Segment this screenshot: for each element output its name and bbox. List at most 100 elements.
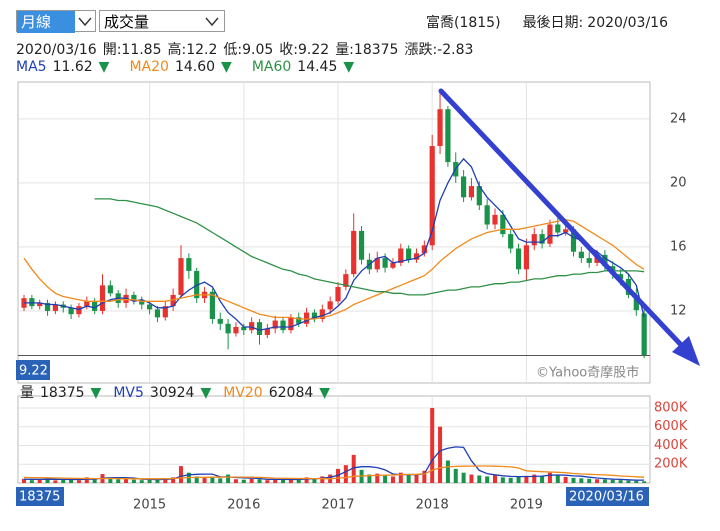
volume-bar xyxy=(430,407,435,483)
legend-value: 11.62 xyxy=(52,59,93,75)
last-price: 9.22 xyxy=(19,364,48,379)
period-value: 月線 xyxy=(17,11,75,33)
candle-body xyxy=(531,234,537,246)
v-tick-label: 200K xyxy=(654,457,688,472)
volume-bar xyxy=(461,472,466,483)
candle-body xyxy=(280,320,286,331)
volume-bar xyxy=(508,477,513,483)
candle-body xyxy=(351,230,357,275)
volume-bar xyxy=(76,480,81,483)
volume-bar xyxy=(22,478,26,483)
volume-bar xyxy=(540,476,545,483)
indicator-value: 成交量 xyxy=(104,13,150,31)
legend-name: MA20 xyxy=(129,59,169,75)
candle-body xyxy=(335,286,341,302)
legend-value: 14.45 xyxy=(297,59,338,75)
volume-bar xyxy=(320,476,325,483)
volume-bar xyxy=(375,473,380,483)
candle-body xyxy=(515,248,522,270)
candle-body xyxy=(319,309,325,319)
candle-body xyxy=(343,274,349,287)
last-volume-box xyxy=(16,487,64,506)
change: -2.83 xyxy=(437,42,474,58)
candle-body xyxy=(413,253,420,260)
volume-bar xyxy=(587,478,592,483)
candle-body xyxy=(586,258,592,263)
volume-bar xyxy=(249,478,254,483)
ma-line xyxy=(23,219,645,320)
indicator-select[interactable]: 成交量 xyxy=(99,10,225,32)
x-tick-label: 2017 xyxy=(321,498,354,513)
candle-body xyxy=(170,294,176,307)
volume-legend: 量 18375 ▼ MV5 30924 ▼ MV20 62084 ▼ xyxy=(20,385,330,401)
volume-bar xyxy=(108,478,113,483)
period-select[interactable]: 月線 xyxy=(16,10,96,33)
candle-body xyxy=(304,312,310,324)
volume-bar xyxy=(524,475,529,483)
candle-body xyxy=(52,304,58,311)
volume-bar xyxy=(563,476,568,483)
open: 11.85 xyxy=(121,42,162,58)
volume-bar xyxy=(53,480,58,483)
volume-bar xyxy=(296,479,301,483)
candle-body xyxy=(555,224,561,233)
volume-bar xyxy=(124,478,129,483)
legend-trend: ▼ xyxy=(221,59,232,75)
candle-body xyxy=(374,258,380,270)
ma-line xyxy=(94,198,645,296)
candle-body xyxy=(437,109,443,147)
volume-ma-line xyxy=(23,446,645,481)
v-tick-label: 600K xyxy=(654,419,688,434)
legend-name: MA5 xyxy=(16,59,47,75)
x-tick-label: 2019 xyxy=(510,498,543,513)
volume-bar xyxy=(171,477,176,483)
volume-bar xyxy=(602,479,607,483)
candle-body xyxy=(21,298,27,308)
volume-bar xyxy=(453,468,458,483)
candle-body xyxy=(296,317,302,324)
legend-trend: ▼ xyxy=(319,385,330,401)
candle-body xyxy=(60,304,66,308)
volume-bar xyxy=(618,480,623,483)
volume-bar xyxy=(422,470,427,483)
volume-bar xyxy=(500,477,505,483)
low-label: 低: xyxy=(223,42,243,58)
candle-body xyxy=(445,109,451,163)
legend-value: 14.60 xyxy=(174,59,216,75)
stock-name: 富喬(1815) xyxy=(426,15,501,31)
candle-body xyxy=(154,309,161,318)
volume-bar xyxy=(555,475,560,483)
legend-value: 62084 xyxy=(269,385,314,401)
candle-body xyxy=(76,306,82,315)
volume-bar xyxy=(226,474,231,483)
candle-body xyxy=(147,304,153,310)
candle-body xyxy=(578,251,584,259)
candle-body xyxy=(406,248,412,260)
volume-ma-line xyxy=(23,465,645,480)
candle-body xyxy=(194,270,200,299)
candle-body xyxy=(123,294,129,303)
volume-bar xyxy=(595,479,600,483)
volume-bar xyxy=(414,475,419,483)
high: 12.2 xyxy=(186,42,218,58)
volume-bar xyxy=(147,479,152,483)
volume-bar xyxy=(92,479,97,483)
last-date: 2020/03/16 xyxy=(587,15,668,31)
y-tick-label: 16 xyxy=(670,239,687,254)
candle-body xyxy=(233,326,239,334)
volume-bar xyxy=(626,480,631,483)
x-tick-label: 2016 xyxy=(227,498,260,513)
ma-legend: MA5 11.62 ▼ MA20 14.60 ▼ MA60 14.45 ▼ xyxy=(16,59,374,75)
volume-bar xyxy=(84,477,89,483)
volume-bar xyxy=(194,476,199,483)
arrow-head xyxy=(672,336,700,366)
candle-body xyxy=(311,312,318,319)
candle-body xyxy=(382,258,388,268)
candle-body xyxy=(99,285,106,311)
candle-body xyxy=(29,298,35,307)
candle-body xyxy=(107,285,113,294)
candle-body xyxy=(484,205,490,225)
candle-body xyxy=(602,254,608,267)
candle-body xyxy=(178,258,184,295)
high-label: 高: xyxy=(167,42,187,58)
